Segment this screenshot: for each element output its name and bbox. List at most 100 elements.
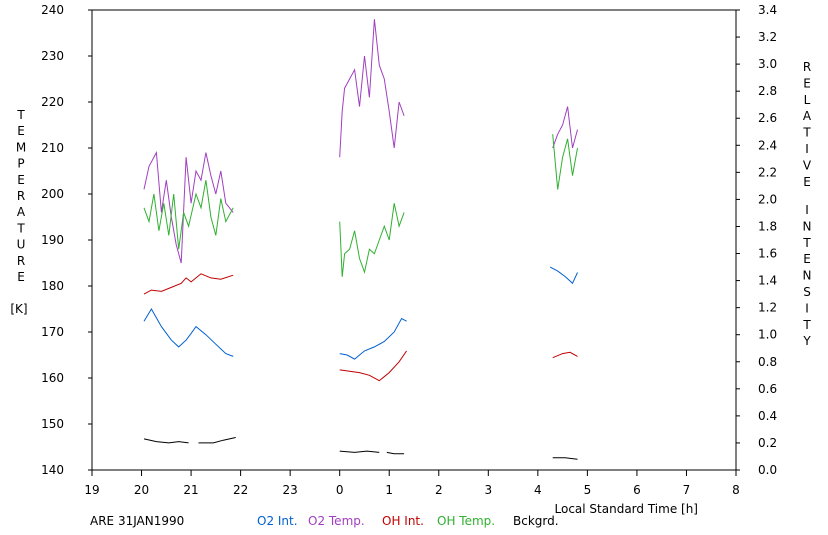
y-left-tick-label: 150 [41,417,64,431]
y-right-tick-label: 3.2 [758,30,777,44]
y-right-tick-label: 1.0 [758,328,777,342]
right-axis-label-letter: Y [802,334,811,348]
y-left-tick-label: 140 [41,463,64,477]
y-left-tick-label: 210 [41,141,64,155]
right-axis: 0.0 0.2 0.4 0.6 0.8 1.0 1.2 1.4 1.6 1.8 2.0 2.2 2.4 2… [736,3,777,477]
right-axis-label-letter: N [803,269,812,283]
y-right-tick-label: 1.8 [758,219,777,233]
y-right-tick-label: 1.4 [758,274,777,288]
series-line-bckgrd [143,438,189,444]
y-right-tick-label: 0.2 [758,436,777,450]
y-left-tick-label: 200 [41,187,64,201]
right-axis-label-letter: I [805,301,809,315]
y-left-tick-label: 170 [41,325,64,339]
series-line-o2-int [143,308,234,357]
x-tick-label: 22 [233,483,248,497]
y-right-tick-label: 3.4 [758,3,777,17]
y-right-tick-label: 0.6 [758,382,777,396]
legend-bckgrd: Bckgrd. [513,514,559,528]
right-axis-label-letter: T [802,236,811,250]
x-tick-label: 20 [134,483,149,497]
x-tick-label: 3 [484,483,492,497]
y-right-tick-label: 2.0 [758,192,777,206]
right-axis-label-letter: E [803,76,811,90]
series-line-oh-int [339,350,408,382]
left-axis-label-letter: T [16,108,25,122]
right-axis-label-letter: T [802,126,811,140]
series-line-o2-int [339,317,407,360]
right-axis-label-letter: E [803,252,811,266]
series-line-oh-temp [552,134,578,190]
y-left-tick-label: 180 [41,279,64,293]
series-line-oh-int [552,351,578,359]
y-right-tick-label: 0.0 [758,463,777,477]
x-tick-label: 5 [584,483,592,497]
legend-o2-int: O2 Int. [257,514,298,528]
x-tick-label: 2 [435,483,443,497]
y-left-tick-label: 220 [41,95,64,109]
y-right-tick-label: 2.8 [758,84,777,98]
left-axis-label-letter: R [17,189,25,203]
y-right-tick-label: 2.6 [758,111,777,125]
series-line-oh-temp [143,180,234,250]
left-axis-label-letter: E [17,173,25,187]
left-axis-label-letter: R [17,254,25,268]
y-left-tick-label: 230 [41,49,64,63]
x-axis-ticks: 19 20 21 22 23 0 1 2 3 4 5 6 7 8 [84,470,740,497]
series-line-o2-temp [143,150,234,264]
left-axis-label-letter: T [16,221,25,235]
left-axis-label-letter: P [17,157,24,171]
left-axis-unit: [K] [10,302,27,316]
x-tick-label: 0 [336,483,344,497]
left-axis: 140 150 160 170 180 190 200 210 220 230 240 [41,3,92,477]
right-axis-label-letter: I [805,203,809,217]
y-right-tick-label: 1.2 [758,301,777,315]
right-axis-label-letter: T [802,318,811,332]
series-line-o2-int [549,266,578,285]
right-axis-label-letter: A [803,109,812,123]
series-line-o2-temp [552,106,578,149]
site-date-label: ARE 31JAN1990 [90,514,185,528]
y-left-tick-label: 240 [41,3,64,17]
y-left-tick-label: 160 [41,371,64,385]
right-axis-label-letter: E [803,175,811,189]
y-right-tick-label: 0.4 [758,409,777,423]
series-line-bckgrd [198,437,236,444]
right-axis-label-letter: R [803,60,811,74]
legend-o2-temp: O2 Temp. [308,514,365,528]
x-tick-label: 19 [84,483,99,497]
y-left-tick-label: 190 [41,233,64,247]
y-right-tick-label: 3.0 [758,57,777,71]
series-line-bckgrd [339,450,380,453]
x-tick-label: 1 [385,483,393,497]
series-line-bckgrd [552,457,578,460]
left-axis-label-letter: E [17,124,25,138]
series-line-oh-temp [339,203,405,277]
series-line-oh-int [143,273,234,295]
y-right-tick-label: 2.2 [758,165,777,179]
series-line-bckgrd [386,451,405,455]
x-tick-label: 6 [633,483,641,497]
footer-legend: ARE 31JAN1990 O2 Int. O2 Temp. OH Int. O… [0,514,828,532]
series-lines [143,19,578,460]
left-axis-label-letter: M [16,140,26,154]
legend-oh-int: OH Int. [382,514,424,528]
y-right-tick-label: 2.4 [758,138,777,152]
x-tick-label: 4 [534,483,542,497]
legend-oh-temp: OH Temp. [437,514,496,528]
x-tick-label: 7 [683,483,691,497]
right-axis-label-letter: N [803,219,812,233]
right-axis-label-letter: I [805,142,809,156]
y-right-tick-label: 1.6 [758,247,777,261]
x-tick-label: 23 [283,483,298,497]
left-axis-label-letter: U [17,238,26,252]
series-line-o2-temp [339,19,405,158]
right-axis-label-letter: S [803,285,811,299]
x-tick-label: 21 [183,483,198,497]
left-axis-label-letter: A [17,205,26,219]
x-tick-label: 8 [732,483,740,497]
right-axis-label-letter: V [803,158,812,172]
